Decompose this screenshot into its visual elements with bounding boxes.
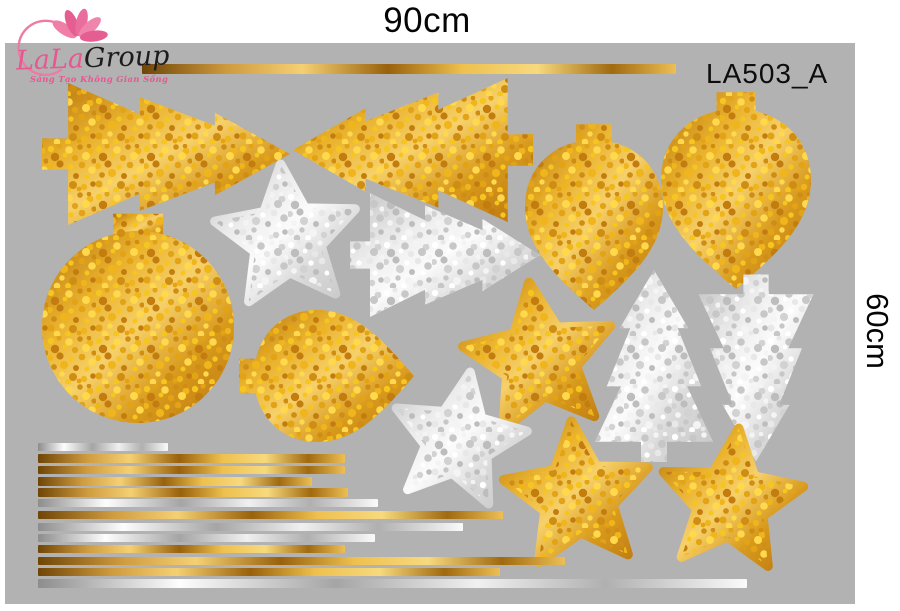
tree-silver-upright <box>595 270 713 462</box>
stripe-silver-5 <box>38 579 747 588</box>
stripe-gold-8 <box>38 568 500 576</box>
ornament-drop-gold-left <box>525 124 663 310</box>
svg-text:LaLaGroup: LaLaGroup <box>14 40 169 76</box>
stripe-silver-3 <box>38 523 463 531</box>
logo-name-primary: LaLa <box>14 43 84 76</box>
ornament-drop-gold-right <box>661 92 811 289</box>
width-dimension-label: 90cm <box>383 1 471 40</box>
ornament-drop-gold-sideways <box>239 310 414 442</box>
star-gold-middle <box>458 277 616 434</box>
logo-tagline: Sáng Tạo Không Gian Sống <box>30 73 168 84</box>
star-silver-upper <box>210 159 360 307</box>
brand-logo: LaLaGroup Sáng Tạo Không Gian Sống <box>14 8 170 84</box>
height-dimension-label: 60cm <box>860 293 895 369</box>
stripe-gold-4 <box>38 488 348 497</box>
tree-silver-inverted <box>698 274 814 462</box>
star-gold-bottom-right <box>658 423 809 571</box>
stripe-gold-6 <box>38 545 345 553</box>
star-silver-lower <box>391 367 532 509</box>
tree-gold-left <box>42 83 290 225</box>
tree-silver-horizontal <box>350 193 540 317</box>
tree-gold-mid <box>293 78 533 222</box>
stripe-gold-1 <box>38 454 345 463</box>
stripe-silver-4 <box>38 534 375 542</box>
ball-gold <box>42 213 234 423</box>
logo-flower-icon <box>52 8 108 42</box>
stripe-silver-1 <box>38 443 168 451</box>
star-gold-bottom-left <box>498 416 653 568</box>
stripe-gold-top <box>142 64 676 74</box>
logo-name-secondary: Group <box>83 40 169 74</box>
stripe-gold-7 <box>38 557 565 565</box>
stripe-gold-2 <box>38 466 345 474</box>
stripe-silver-2 <box>38 499 378 507</box>
logo-swirl <box>17 19 66 76</box>
stripe-gold-5 <box>38 511 503 519</box>
stripe-gold-3 <box>38 477 312 486</box>
sheet-code-label: LA503_A <box>706 58 829 89</box>
